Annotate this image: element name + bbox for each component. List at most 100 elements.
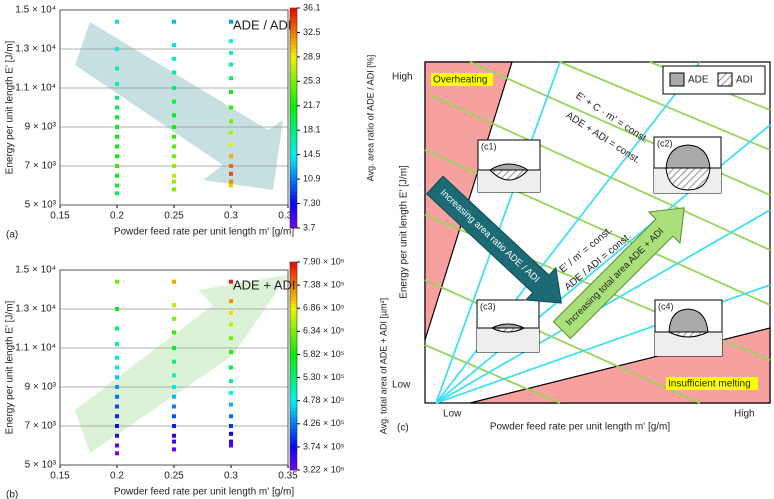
colorbar-segment — [290, 355, 297, 360]
region-label: Insufficient melting — [668, 379, 751, 390]
y-tick-label: 1.3 × 10⁴ — [15, 304, 56, 315]
colorbar-segment — [290, 176, 297, 181]
colorbar-segment — [290, 383, 297, 388]
colorbar-segment — [290, 121, 297, 126]
colorbar-segment — [290, 352, 297, 357]
point — [172, 330, 176, 335]
colorbar-segment — [290, 184, 297, 189]
point — [229, 154, 233, 159]
plot-frame — [59, 9, 289, 206]
point — [172, 43, 176, 48]
colorbar-segment — [290, 390, 297, 395]
point — [229, 130, 233, 135]
chart-title: ADE / ADI — [233, 17, 292, 32]
colorbar-tick-label: 7.30 — [303, 198, 321, 208]
point — [229, 424, 233, 428]
point — [115, 154, 119, 159]
colorbar-frame — [289, 7, 298, 229]
x-tick-label: 0.35 — [278, 211, 298, 222]
colorbar-segment — [290, 70, 297, 75]
colorbar-segment — [290, 22, 297, 27]
point — [115, 95, 119, 100]
colorbar-segment — [290, 162, 297, 167]
colorbar-title: Avg. area ratio of ADE / ADI [%] — [365, 55, 375, 181]
colorbar-segment — [290, 275, 297, 280]
point — [172, 433, 176, 438]
background-arrow — [75, 22, 283, 190]
point — [115, 105, 119, 110]
colorbar-segment — [290, 293, 297, 298]
colorbar-segment — [290, 317, 297, 322]
point — [172, 404, 176, 409]
colorbar-tick-label: 3.22 × 10⁵ — [303, 464, 345, 474]
colorbar-segment — [290, 345, 297, 350]
point — [229, 443, 233, 448]
colorbar-segment — [290, 33, 297, 38]
colorbar-segment — [290, 92, 297, 97]
colorbar-segment — [290, 466, 297, 471]
point — [172, 154, 176, 159]
point — [229, 62, 233, 67]
point — [115, 164, 119, 168]
legend-label: ADE — [688, 75, 709, 86]
colorbar-segment — [290, 169, 297, 174]
colorbar-segment — [290, 442, 297, 447]
y-tick-label: 1.1 × 10⁴ — [15, 83, 56, 94]
y-tick-label: 1.5 × 10⁴ — [15, 265, 56, 276]
point — [172, 134, 176, 139]
colorbar-segment — [290, 428, 297, 433]
point — [172, 187, 176, 192]
colorbar-segment — [290, 206, 297, 211]
legend-label: ADI — [736, 75, 753, 86]
colorbar-segment — [290, 107, 297, 112]
colorbar-segment — [290, 414, 297, 419]
point — [115, 404, 119, 409]
point — [172, 173, 176, 178]
inset-label: (c3) — [480, 301, 496, 311]
colorbar-segment — [290, 404, 297, 409]
point — [115, 414, 119, 419]
colorbar-segment — [290, 435, 297, 440]
point — [172, 99, 176, 104]
colorbar-segment — [290, 154, 297, 159]
y-tick-label: 1.1 × 10⁴ — [15, 343, 56, 354]
colorbar-tick-label: 6.34 × 10⁵ — [303, 326, 345, 336]
point — [229, 365, 233, 370]
point — [115, 66, 119, 71]
point — [115, 134, 119, 139]
colorbar-segment — [290, 386, 297, 391]
colorbar-segment — [290, 334, 297, 339]
point — [115, 355, 119, 360]
colorbar-segment — [290, 59, 297, 64]
colorbar-tick-label: 5.82 × 10⁵ — [303, 349, 345, 359]
colorbar-segment — [290, 44, 297, 49]
colorbar-tick-label: 28.9 — [303, 51, 321, 61]
colorbar-segment — [290, 191, 297, 196]
colorbar-segment — [290, 314, 297, 318]
colorbar-segment — [290, 26, 297, 31]
point — [172, 359, 176, 364]
colorbar-segment — [290, 303, 297, 308]
x-tick-label: 0.35 — [278, 471, 298, 482]
colorbar-segment — [290, 362, 297, 367]
legend-box — [662, 65, 766, 95]
y-tick-label: 9 × 10³ — [25, 382, 57, 393]
colorbar-segment — [290, 310, 297, 315]
colorbar-segment — [290, 209, 297, 214]
point — [229, 89, 233, 94]
colorbar-segment — [290, 187, 297, 192]
point — [172, 86, 176, 90]
legend-swatch — [717, 72, 733, 87]
colorbar-segment — [290, 88, 297, 93]
colorbar-segment — [290, 393, 297, 398]
colorbar-tick-label: 5.30 × 10⁵ — [303, 372, 345, 382]
colorbar-segment — [290, 272, 297, 277]
y-tick-label: 5 × 10³ — [25, 460, 57, 471]
inset-label: (c1) — [481, 141, 497, 151]
colorbar-segment — [290, 262, 297, 266]
colorbar-segment — [290, 338, 297, 343]
point — [229, 105, 233, 110]
y-axis-title: Energy per unit length E' [J/m] — [399, 165, 410, 299]
point — [115, 125, 119, 129]
point — [229, 414, 233, 419]
